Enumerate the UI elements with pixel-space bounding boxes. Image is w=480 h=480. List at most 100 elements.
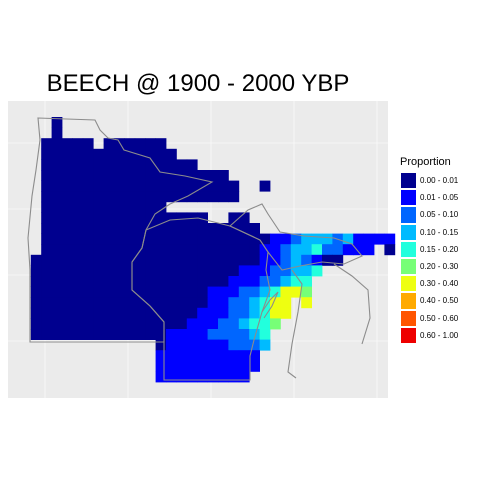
legend-item: 0.20 - 0.30	[400, 258, 480, 275]
grid-cell	[135, 202, 146, 213]
grid-cell	[93, 223, 104, 234]
grid-cell	[93, 191, 104, 202]
grid-cell	[93, 181, 104, 192]
grid-cell	[114, 149, 125, 160]
grid-cell	[280, 265, 291, 276]
grid-cell	[52, 128, 63, 139]
grid-cell	[187, 287, 198, 298]
grid-cell	[228, 329, 239, 340]
grid-cell	[83, 202, 94, 213]
grid-cell	[135, 297, 146, 308]
grid-cell	[31, 318, 42, 329]
grid-cell	[83, 159, 94, 170]
legend-swatch	[400, 241, 417, 258]
grid-cell	[197, 244, 208, 255]
grid-cell	[104, 223, 115, 234]
grid-cell	[41, 149, 52, 160]
grid-cell	[353, 244, 364, 255]
grid-cell	[124, 223, 135, 234]
grid-cell	[31, 265, 42, 276]
grid-cell	[260, 181, 271, 192]
grid-cell	[176, 361, 187, 372]
grid-cell	[93, 234, 104, 245]
grid-cell	[124, 202, 135, 213]
grid-cell	[197, 223, 208, 234]
grid-cell	[156, 181, 167, 192]
grid-cell	[145, 308, 156, 319]
legend-swatch	[400, 224, 417, 241]
grid-cell	[218, 181, 229, 192]
grid-cell	[104, 212, 115, 223]
grid-cell	[104, 191, 115, 202]
grid-cell	[124, 308, 135, 319]
grid-cell	[135, 329, 146, 340]
grid-cell	[228, 318, 239, 329]
grid-cell	[176, 340, 187, 351]
grid-cell	[135, 223, 146, 234]
grid-cell	[93, 287, 104, 298]
grid-cell	[62, 202, 73, 213]
grid-cell	[239, 276, 250, 287]
legend-label: 0.15 - 0.20	[420, 245, 458, 254]
grid-cell	[52, 234, 63, 245]
grid-cell	[41, 181, 52, 192]
grid-cell	[52, 149, 63, 160]
grid-cell	[83, 308, 94, 319]
grid-cell	[72, 276, 83, 287]
grid-cell	[114, 202, 125, 213]
grid-cell	[364, 234, 375, 245]
grid-cell	[135, 159, 146, 170]
grid-cell	[187, 265, 198, 276]
grid-cell	[83, 149, 94, 160]
grid-cell	[197, 340, 208, 351]
grid-cell	[166, 255, 177, 266]
grid-cell	[83, 191, 94, 202]
grid-cell	[364, 244, 375, 255]
grid-cell	[156, 265, 167, 276]
grid-cell	[72, 223, 83, 234]
grid-cell	[197, 361, 208, 372]
grid-cell	[156, 340, 167, 351]
grid-cell	[62, 159, 73, 170]
grid-cell	[93, 170, 104, 181]
grid-cell	[218, 191, 229, 202]
legend-item: 0.40 - 0.50	[400, 292, 480, 309]
grid-cell	[301, 244, 312, 255]
grid-cell	[72, 329, 83, 340]
grid-cell	[228, 361, 239, 372]
grid-cell	[62, 244, 73, 255]
grid-cell	[208, 318, 219, 329]
grid-cell	[322, 244, 333, 255]
grid-cell	[176, 223, 187, 234]
grid-cell	[228, 340, 239, 351]
grid-cell	[197, 287, 208, 298]
grid-cell	[52, 308, 63, 319]
grid-cell	[166, 149, 177, 160]
grid-cell	[104, 181, 115, 192]
grid-cell	[353, 234, 364, 245]
grid-cell	[166, 287, 177, 298]
grid-cell	[176, 318, 187, 329]
grid-cell	[145, 318, 156, 329]
grid-cell	[52, 276, 63, 287]
grid-cell	[156, 350, 167, 361]
grid-cell	[187, 223, 198, 234]
grid-cell	[239, 361, 250, 372]
grid-cell	[208, 361, 219, 372]
grid-cell	[187, 191, 198, 202]
grid-cell	[301, 276, 312, 287]
map-panel	[0, 0, 396, 480]
grid-cell	[312, 234, 323, 245]
grid-cell	[187, 350, 198, 361]
grid-cell	[72, 234, 83, 245]
legend-item: 0.00 - 0.01	[400, 172, 480, 189]
legend-label: 0.50 - 0.60	[420, 314, 458, 323]
grid-cell	[114, 255, 125, 266]
grid-cell	[208, 170, 219, 181]
grid-cell	[166, 276, 177, 287]
grid-cell	[260, 234, 271, 245]
grid-cell	[72, 265, 83, 276]
grid-cell	[228, 276, 239, 287]
grid-cell	[72, 244, 83, 255]
grid-cell	[208, 350, 219, 361]
